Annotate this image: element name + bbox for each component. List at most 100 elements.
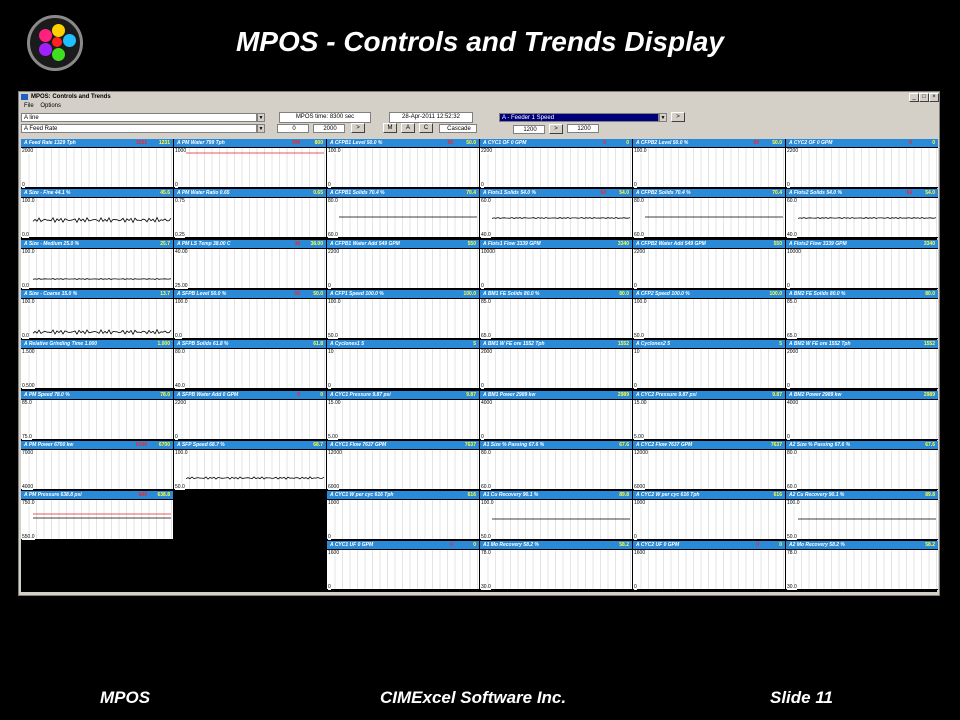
trend-title: A Size - Fine 44.1 % [24, 190, 71, 197]
trend-panel-header: A SFPB Level 50.0 % 50 50.0 [174, 289, 326, 298]
trend-plot: 1600 0 [327, 550, 479, 591]
value-right-field[interactable]: 2000 [313, 124, 345, 133]
trend-panel[interactable]: A CFPB1 Level 50.0 % 50 50.0 100.0 0 [327, 139, 479, 188]
feeder-value-field[interactable]: 1200 [513, 125, 545, 134]
trend-panel[interactable]: A1 Mo Recovery 58.2 % 58.2 78.0 30.0 [480, 541, 632, 591]
trend-panel[interactable]: A CYC2 W per cyc 616 Tph 616 1000 0 [633, 491, 785, 541]
trend-panel[interactable]: A CFP2 Speed 100.0 % 100.0 100.0 50.0 [633, 289, 785, 339]
auto-button[interactable]: A [401, 123, 415, 133]
trend-panel[interactable]: A SFPB Solids 61.8 % 61.8 80.0 40.0 [174, 340, 326, 390]
trend-panel[interactable]: A BM1 W FE ore 1552 Tph 1552 2000 0 [480, 340, 632, 390]
trend-panel[interactable]: A Flots1 Flow 3339 GPM 3340 10000 0 [480, 239, 632, 289]
trend-value: 9.87 [466, 391, 476, 398]
minimize-icon[interactable]: _ [909, 93, 919, 102]
line-select[interactable]: A line [21, 113, 257, 122]
trend-plot: 10000 0 [480, 248, 632, 289]
chevron-down-icon[interactable]: ▼ [257, 124, 265, 133]
trend-panel[interactable]: A Feed Rate 1329 Tph 1231 1231 2000 0 [21, 139, 173, 188]
go-button[interactable]: > [351, 123, 365, 133]
trend-panel[interactable]: A Size - Fine 44.1 % 45.6 100.0 0.0 [21, 189, 173, 239]
trend-panel[interactable]: A Cyclones2 5 5 10 0 [633, 340, 785, 390]
trend-panel-header: A BM2 FE Solids 80.0 % 80.0 [786, 289, 938, 298]
trend-panel-header: A PM Speed 78.0 % 78.0 [21, 390, 173, 399]
trend-panel[interactable]: A BM2 Power 2989 kw 2989 4000 0 [786, 390, 938, 440]
trend-panel[interactable]: A CYC2 Pressure 9.87 psi 9.87 15.00 5.00 [633, 390, 785, 440]
trend-value: 1552 [923, 341, 935, 348]
trend-panel[interactable]: A CYC1 Flow 7637 GPM 7637 12000 6000 [327, 440, 479, 490]
trend-value: 58.2 [619, 542, 629, 549]
trend-panel[interactable]: A BM1 FE Solids 80.0 % 80.0 85.0 65.0 [480, 289, 632, 339]
chevron-down-icon[interactable]: ▼ [659, 113, 667, 122]
trend-panel[interactable]: A SFPB Level 50.0 % 50 50.0 100.0 0.0 [174, 289, 326, 339]
chevron-down-icon[interactable]: ▼ [257, 113, 265, 122]
trend-panel[interactable]: A2 Cu Recovery 90.1 % 89.8 100.0 50.0 [786, 491, 938, 541]
trend-title: A CYC1 UF 0 GPM [330, 542, 374, 549]
trend-panel[interactable]: A Size - Medium 25.0 % 25.7 100.0 0.0 [21, 239, 173, 289]
trend-plot: 80.0 60.0 [480, 449, 632, 490]
trend-panel[interactable]: A1 Size % Passing 67.6 % 67.6 80.0 60.0 [480, 440, 632, 490]
trend-panel[interactable]: A PM Water 799 Tph 799 800 1000 0 [174, 139, 326, 188]
feeder-go-button[interactable]: > [671, 112, 685, 122]
trend-plot: 100.0 0.0 [21, 248, 173, 289]
trend-panel[interactable]: A PM Speed 78.0 % 78.0 85.0 75.0 [21, 390, 173, 440]
trend-panel[interactable]: A Flots1 Solids 54.0 % 54 54.0 60.0 40.0 [480, 189, 632, 239]
trend-axis-max: 100.0 [481, 500, 494, 507]
trend-panel[interactable]: A CYC1 W per cyc 616 Tph 616 1000 0 [327, 491, 479, 541]
trend-panel[interactable]: A CFPB1 Water Add 549 GPM 550 2200 0 [327, 239, 479, 289]
trend-panel[interactable]: A PM LS Temp 38.00 C 38 38.00 40.00 25.00 [174, 239, 326, 289]
feeder-apply-button[interactable]: > [549, 124, 563, 134]
trend-title: A PM Speed 78.0 % [24, 391, 70, 398]
feeder-select[interactable]: A - Feeder 1 Speed [499, 113, 659, 122]
trend-chart [786, 500, 938, 541]
trend-panel[interactable]: A Flots2 Solids 54.0 % 54 54.0 60.0 40.0 [786, 189, 938, 239]
trend-panel[interactable]: A CYC2 OF 0 GPM 0 0 2200 0 [786, 139, 938, 188]
trend-panel[interactable]: A CYC2 UF 0 GPM 0 0 1600 0 [633, 541, 785, 591]
cascade-mode[interactable]: Cascade [439, 124, 477, 133]
trend-panel[interactable]: A CFPB2 Level 50.0 % 50 50.0 100.0 0 [633, 139, 785, 188]
trend-panel[interactable]: A Cyclones1 5 5 10 0 [327, 340, 479, 390]
trend-value: 1231 [158, 140, 170, 146]
manual-button[interactable]: M [383, 123, 397, 133]
trend-panel[interactable]: A CYC1 UF 0 GPM 0 0 1600 0 [327, 541, 479, 591]
trend-panel[interactable]: A CFPB2 Water Add 549 GPM 550 2200 0 [633, 239, 785, 289]
footer-center: CIMExcel Software Inc. [380, 688, 567, 707]
trend-panel[interactable]: A PM Water Ratio 0.65 0.65 0.75 0.25 [174, 189, 326, 239]
trend-axis-min: 60.0 [481, 483, 491, 490]
trend-panel[interactable]: A1 Cu Recovery 90.1 % 89.8 100.0 50.0 [480, 491, 632, 541]
trend-chart [327, 449, 479, 490]
menu-file[interactable]: File [24, 103, 34, 109]
trend-panel[interactable]: A PM Pressure 638.8 psi 600 638.8 750.0 550.… [21, 491, 173, 541]
trend-panel[interactable]: A CYC1 OF 0 GPM 0 0 2200 0 [480, 139, 632, 188]
trend-panel[interactable]: A Relative Grinding Time 1.000 1.000 1.500… [21, 340, 173, 390]
trend-panel[interactable]: A CFPB1 Solids 70.4 % 70.4 80.0 60.0 [327, 189, 479, 239]
trend-panel[interactable]: A SFP Speed 68.7 % 68.7 100.0 50.0 [174, 440, 326, 490]
trend-value: 550 [467, 240, 476, 247]
value-left-field[interactable]: 0 [277, 124, 309, 133]
trend-plot: 85.0 65.0 [786, 298, 938, 339]
trend-panel[interactable]: A2 Size % Passing 67.6 % 67.6 80.0 60.0 [786, 440, 938, 490]
maximize-icon[interactable]: □ [919, 93, 929, 102]
trend-plot: 12000 6000 [633, 449, 785, 490]
trend-panel-header: A Cyclones1 5 5 [327, 340, 479, 349]
trend-chart [21, 399, 173, 440]
trend-setpoint: 54 [906, 190, 912, 197]
trend-panel[interactable]: A BM2 W FE ore 1552 Tph 1552 2000 0 [786, 340, 938, 390]
trend-panel[interactable]: A Flots2 Flow 3339 GPM 3340 10000 0 [786, 239, 938, 289]
trend-panel[interactable]: A CFP1 Speed 100.0 % 100.0 100.0 50.0 [327, 289, 479, 339]
trend-panel[interactable]: A2 Mo Recovery 58.2 % 58.2 78.0 30.0 [786, 541, 938, 591]
menu-options[interactable]: Options [40, 103, 62, 109]
trend-panel[interactable]: A SFPB Water Add 0 GPM 0 0 2200 0 [174, 390, 326, 440]
trend-panel[interactable]: A Size - Coarse 15.0 % 13.7 100.0 0.0 [21, 289, 173, 339]
trend-panel[interactable]: A CYC2 Flow 7637 GPM 7637 12000 6000 [633, 440, 785, 490]
trend-panel[interactable]: A BM1 Power 2989 kw 2989 4000 0 [480, 390, 632, 440]
trend-panel-header: A CYC1 W per cyc 616 Tph 616 [327, 491, 479, 500]
trend-panel[interactable]: A BM2 FE Solids 80.0 % 80.0 85.0 65.0 [786, 289, 938, 339]
feeder-setpoint-field[interactable]: 1200 [567, 124, 599, 133]
feed-rate-select[interactable]: A Feed Rate [21, 124, 257, 133]
close-icon[interactable]: × [929, 93, 939, 102]
trend-panel[interactable]: A CYC1 Pressure 9.87 psi 9.87 15.00 5.00 [327, 390, 479, 440]
trend-panel-header: A CYC2 OF 0 GPM 0 0 [786, 139, 938, 147]
trend-panel[interactable]: A CFPB2 Solids 70.4 % 70.4 80.0 60.0 [633, 189, 785, 239]
cascade-c-button[interactable]: C [419, 123, 433, 133]
trend-panel[interactable]: A PM Power 6700 kw 6700 6700 7000 4000 [21, 440, 173, 490]
